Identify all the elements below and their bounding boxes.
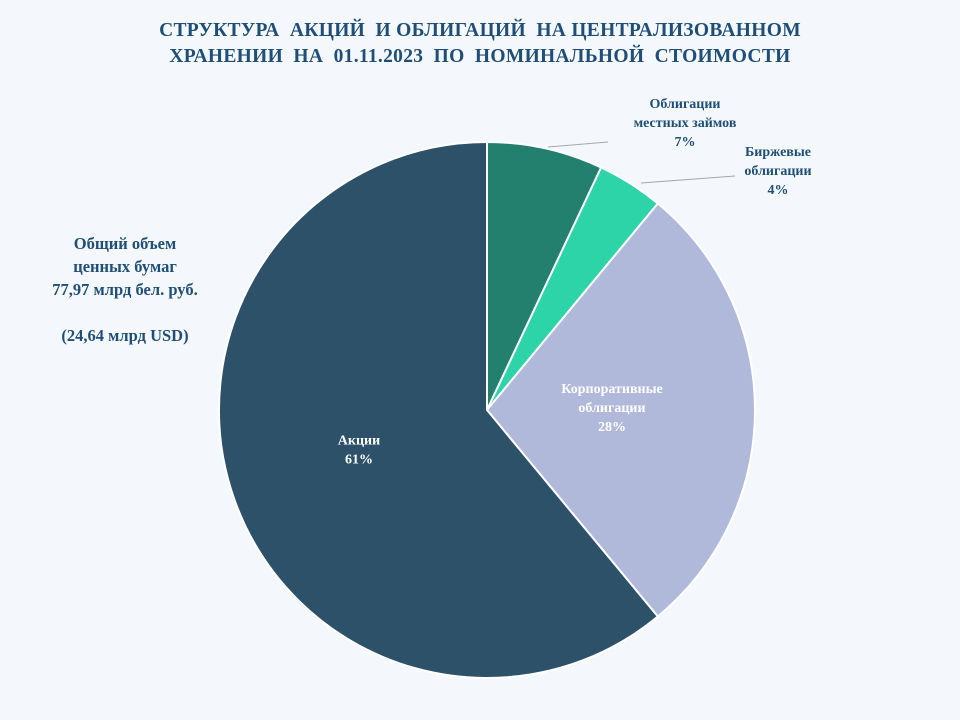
slice-name-label: облигации [744, 164, 811, 179]
pie-slice-3 [485, 202, 756, 618]
chart-title-line-2: ХРАНЕНИИ НА 01.11.2023 ПО НОМИНАЛЬНОЙ СТ… [169, 46, 791, 67]
slice-label-2: Биржевые облигации 4% [744, 145, 811, 198]
leader-line-2 [640, 175, 736, 184]
chart-title: СТРУКТУРА АКЦИЙ И ОБЛИГАЦИЙ НА ЦЕНТРАЛИЗ… [0, 18, 960, 70]
slice-name-label: Акции [338, 434, 380, 449]
total-volume-note: Общий объем ценных бумаг 77,97 млрд бел.… [20, 232, 230, 347]
total-volume-line-4: (24,64 млрд USD) [61, 326, 189, 345]
leader-line-1 [547, 141, 609, 148]
total-volume-line-3: 77,97 млрд бел. руб. [52, 280, 198, 299]
total-volume-line-2: ценных бумаг [73, 257, 177, 276]
slice-label-1: Облигации местных займов 7% [634, 97, 737, 150]
total-volume-line-1: Общий объем [73, 234, 177, 253]
slice-value-label: 28% [598, 420, 626, 435]
slice-value-label: 61% [345, 453, 373, 468]
slice-value-label: 4% [768, 183, 789, 198]
slice-name-label: Облигации [649, 97, 720, 112]
pie-slice-1 [486, 140, 603, 411]
pie-slice-4 [218, 140, 660, 679]
slice-name-label: Биржевые [745, 145, 811, 160]
slice-name-label: Корпоративные [561, 382, 662, 397]
slice-label-4: Акции 61% [338, 434, 380, 468]
slice-value-label: 7% [675, 135, 696, 150]
slice-name-label: местных займов [634, 116, 737, 131]
slice-label-3: Корпоративные облигации 28% [561, 382, 662, 435]
chart-title-line-1: СТРУКТУРА АКЦИЙ И ОБЛИГАЦИЙ НА ЦЕНТРАЛИЗ… [159, 20, 801, 41]
slice-name-label: облигации [578, 401, 645, 416]
